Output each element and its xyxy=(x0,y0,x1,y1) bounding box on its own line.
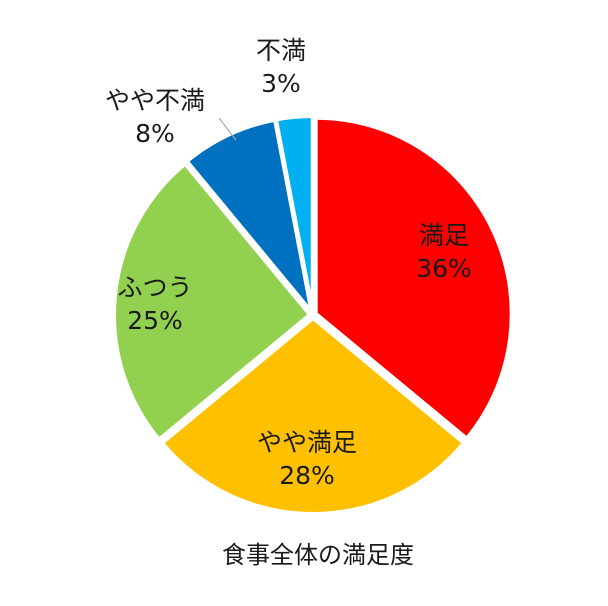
leader-line-slice-4 xyxy=(218,117,237,141)
slice-label-value: 28% xyxy=(279,461,335,490)
slice-label-2: やや満足 28% xyxy=(257,428,357,490)
slice-label-name: やや満足 xyxy=(257,428,357,457)
slice-label-4: やや不満 8% xyxy=(105,86,205,148)
slice-labels: 満足 36% やや満足 28% ふつう 25% やや不満 8% 不満 3% xyxy=(105,36,472,490)
slice-label-3: ふつう 25% xyxy=(117,273,192,335)
pie-slice-2 xyxy=(159,316,467,516)
slice-label-5: 不満 3% xyxy=(256,36,306,98)
chart-title: 食事全体の満足度 xyxy=(222,541,414,569)
pie-slices xyxy=(112,114,514,516)
slice-label-value: 3% xyxy=(261,69,301,98)
slice-label-value: 25% xyxy=(127,306,183,335)
pie-slice-1 xyxy=(313,115,514,441)
pie-slice-3 xyxy=(112,161,313,442)
slice-label-1: 満足 36% xyxy=(416,221,472,283)
slice-label-name: ふつう xyxy=(117,273,192,302)
slice-label-name: 満足 xyxy=(419,221,469,250)
slice-label-name: やや不満 xyxy=(105,86,205,115)
pie-slice-5 xyxy=(273,114,315,315)
pie-slice-4 xyxy=(184,117,314,315)
slice-label-name: 不満 xyxy=(256,36,306,65)
leader-lines xyxy=(218,117,237,141)
slice-label-value: 36% xyxy=(416,254,472,283)
slice-label-value: 8% xyxy=(135,119,175,148)
